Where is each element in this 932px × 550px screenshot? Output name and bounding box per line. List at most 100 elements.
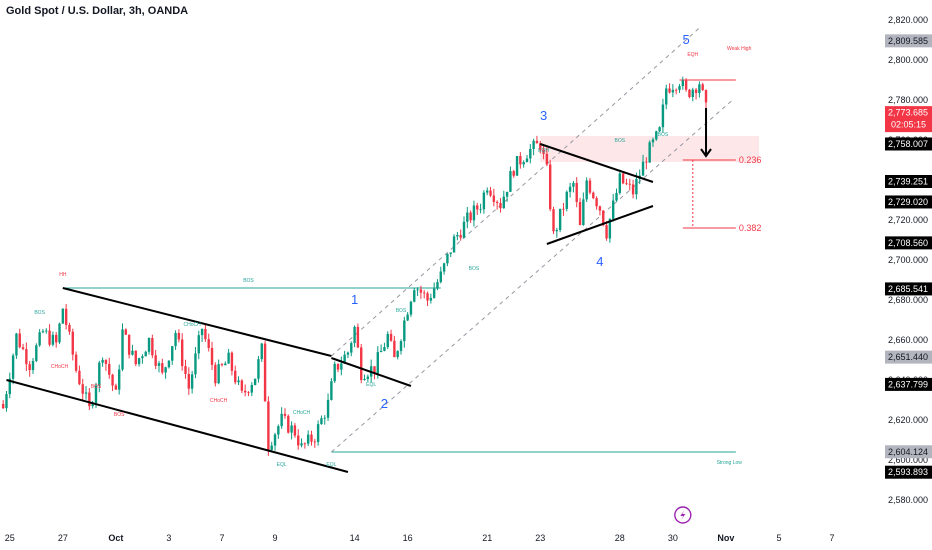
candle-body xyxy=(68,324,71,332)
candle-body xyxy=(230,352,234,371)
price-tag xyxy=(885,350,932,364)
candle-body xyxy=(84,392,88,394)
candle-body xyxy=(21,347,25,350)
price-axis: 2,580.0002,600.0002,620.0002,640.0002,66… xyxy=(888,15,928,505)
trendline xyxy=(546,205,654,245)
candle-body xyxy=(386,333,389,348)
trendlines-layer xyxy=(6,108,712,473)
candle-body xyxy=(55,334,58,343)
structure-annotation: EQL xyxy=(366,382,376,388)
candle-body xyxy=(343,354,346,364)
candle-body xyxy=(555,230,559,232)
candle-body xyxy=(177,332,181,340)
candle-body xyxy=(11,355,15,379)
lightning-icon[interactable] xyxy=(674,506,692,524)
candle-body xyxy=(432,288,436,298)
candle-body xyxy=(224,363,227,366)
time-tick-label: 5 xyxy=(776,533,781,543)
candle-body xyxy=(562,208,565,210)
structure-annotation: BOS xyxy=(34,310,45,316)
structure-annotation: BOS xyxy=(91,384,102,390)
candle-body xyxy=(88,392,91,407)
candle-body xyxy=(257,359,260,379)
price-tick-label: 2,680.000 xyxy=(888,295,928,305)
candle-body xyxy=(621,173,625,184)
candle-body xyxy=(505,191,509,197)
candle-body xyxy=(568,186,572,192)
candle-body xyxy=(306,434,310,444)
candle-body xyxy=(164,367,167,373)
trendline xyxy=(331,357,412,387)
candle-body xyxy=(104,359,108,364)
candle-body xyxy=(267,401,270,450)
candle-body xyxy=(545,153,549,165)
candle-body xyxy=(121,329,124,370)
candle-body xyxy=(184,366,187,375)
candle-body xyxy=(423,292,426,294)
candle-body xyxy=(35,345,38,361)
price-tags-layer: 2,809.585 2,773.685 02:05:15 2,758.007 2,739… xyxy=(885,34,932,479)
candle-body xyxy=(635,178,638,195)
candle-body xyxy=(227,352,230,364)
channel-line xyxy=(331,99,733,453)
candle-body xyxy=(333,363,336,382)
time-axis: 25 27 Oct 3 7 9 14 16 21 23 28 30 Nov 5 7 xyxy=(5,533,835,543)
candle-body xyxy=(157,363,161,366)
structure-annotation: EQL xyxy=(277,462,287,468)
candle-body xyxy=(25,349,28,365)
trendline xyxy=(62,287,332,357)
time-tick-label: 27 xyxy=(58,533,68,543)
candle-body xyxy=(671,89,675,93)
candle-body xyxy=(144,351,147,357)
price-tag xyxy=(885,195,932,209)
price-tag xyxy=(885,445,932,459)
candle-body xyxy=(512,171,515,176)
candle-body xyxy=(74,354,78,371)
candle-body xyxy=(200,328,204,336)
candle-body xyxy=(290,425,293,433)
candle-body xyxy=(529,148,532,159)
candle-body xyxy=(167,360,171,368)
candle-body xyxy=(190,374,194,389)
candle-body xyxy=(466,212,469,222)
candle-body xyxy=(462,221,466,238)
time-tick-label: 23 xyxy=(535,533,545,543)
candle-body xyxy=(111,374,114,386)
structure-annotation: CHoCH xyxy=(210,398,228,404)
candle-body xyxy=(316,424,320,443)
price-tag xyxy=(885,465,932,479)
price-tick-label: 2,780.000 xyxy=(888,95,928,105)
candle-body xyxy=(698,84,701,93)
candle-body xyxy=(340,363,343,370)
candle-body xyxy=(137,358,141,365)
price-tag-label: 2,729.020 xyxy=(888,197,928,207)
lightning-icon-ring xyxy=(674,506,692,524)
price-tag xyxy=(885,377,932,391)
candle-body xyxy=(217,364,220,384)
candle-body xyxy=(360,347,363,380)
candle-body xyxy=(694,89,698,93)
trendline xyxy=(539,143,654,183)
candle-body xyxy=(681,80,685,87)
candle-body xyxy=(250,384,254,393)
time-tick-label: 14 xyxy=(350,533,360,543)
candle-body xyxy=(41,331,45,333)
candle-body xyxy=(91,403,94,407)
candle-body xyxy=(127,334,131,355)
candle-body xyxy=(363,378,366,380)
candle-body xyxy=(575,183,578,202)
candle-body xyxy=(313,441,317,443)
candle-body xyxy=(674,89,678,91)
candle-body xyxy=(273,434,277,446)
candle-body xyxy=(8,378,11,395)
price-tag xyxy=(885,282,932,296)
candle-body xyxy=(51,334,55,345)
candle-body xyxy=(141,356,144,359)
candle-body xyxy=(585,180,588,200)
structure-annotation: EQL xyxy=(326,462,336,468)
candle-body xyxy=(552,209,555,232)
candle-body xyxy=(499,203,502,209)
price-tag-label: 2,708.560 xyxy=(888,238,928,248)
candle-body xyxy=(426,293,429,301)
